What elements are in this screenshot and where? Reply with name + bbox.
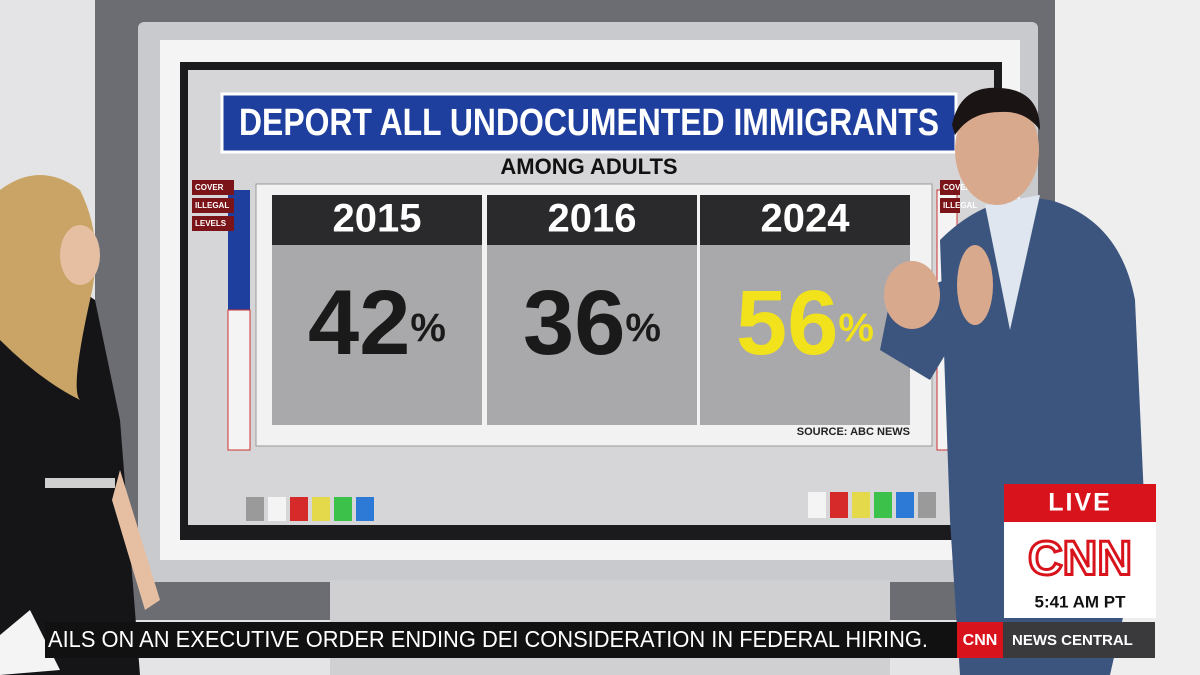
time: 5:41 AM PT — [1034, 592, 1126, 611]
accent-stars — [227, 309, 251, 451]
dress — [0, 280, 140, 675]
show-name: NEWS CENTRAL — [1012, 632, 1133, 649]
swatch — [918, 492, 936, 518]
right-buttons: COVER ILLEGAL — [940, 180, 977, 213]
value-unit: % — [410, 306, 446, 350]
swatch — [830, 492, 848, 518]
menu-button-label: COVER — [943, 183, 972, 192]
value-number: 56 — [736, 272, 838, 374]
hand — [884, 261, 940, 329]
menu-button-label: ILLEGAL — [195, 201, 229, 210]
panel-value: 56% — [736, 272, 874, 374]
hair — [952, 87, 1040, 135]
live: LIVE — [1048, 489, 1112, 517]
menu-button — [192, 216, 234, 231]
menu-button — [192, 198, 234, 213]
panel-year: 2015 — [333, 197, 422, 241]
panels: 2015 42% 2016 36% 2024 56% — [272, 195, 910, 425]
swatch — [268, 497, 286, 521]
logo-box — [1004, 522, 1156, 618]
hand — [957, 245, 993, 325]
menu-button-label: COVER — [195, 183, 224, 192]
panel-year: 2016 — [548, 197, 637, 241]
arm — [112, 470, 160, 610]
ticker-logo: CNN — [963, 632, 998, 649]
swatch — [246, 497, 264, 521]
swatch — [896, 492, 914, 518]
papers — [0, 610, 60, 675]
swatch — [874, 492, 892, 518]
face — [955, 95, 1039, 205]
left-buttons: COVER ILLEGAL LEVELS — [192, 180, 234, 231]
swatches-right — [808, 492, 936, 518]
panel-year: 2024 — [761, 197, 851, 241]
swatch — [290, 497, 308, 521]
anchor-left — [0, 175, 160, 675]
shirt — [985, 195, 1040, 330]
value-unit: % — [625, 306, 661, 350]
ticker: AILS ON AN EXECUTIVE ORDER ENDING DEI CO… — [48, 626, 928, 652]
panel-value: 36% — [523, 272, 661, 374]
ticker-logo-box — [957, 622, 1003, 658]
value-number: 36 — [523, 272, 625, 374]
menu-button — [940, 180, 960, 195]
live-box — [1004, 484, 1156, 522]
panel-value: 42% — [308, 272, 446, 374]
value-unit: % — [838, 306, 874, 350]
ticker-bar — [45, 622, 957, 658]
menu-button-label: LEVELS — [195, 219, 227, 228]
menu-button-label: ILLEGAL — [943, 201, 977, 210]
network-logo: CNN — [1028, 533, 1132, 586]
panel-header — [272, 195, 482, 245]
source: SOURCE: ABC NEWS — [797, 426, 910, 438]
swatch — [334, 497, 352, 521]
value-number: 42 — [308, 272, 410, 374]
panel-header — [487, 195, 697, 245]
swatch — [312, 497, 330, 521]
menu-button — [192, 180, 234, 195]
panel-header — [700, 195, 910, 245]
face — [60, 225, 100, 285]
swatch — [356, 497, 374, 521]
swatch — [852, 492, 870, 518]
belt — [45, 478, 115, 488]
menu-button — [940, 198, 960, 213]
swatches-left — [246, 497, 374, 521]
subtitle: AMONG ADULTS — [500, 154, 677, 179]
swatch — [808, 492, 826, 518]
title: DEPORT ALL UNDOCUMENTED IMMIGRANTS — [239, 102, 939, 144]
